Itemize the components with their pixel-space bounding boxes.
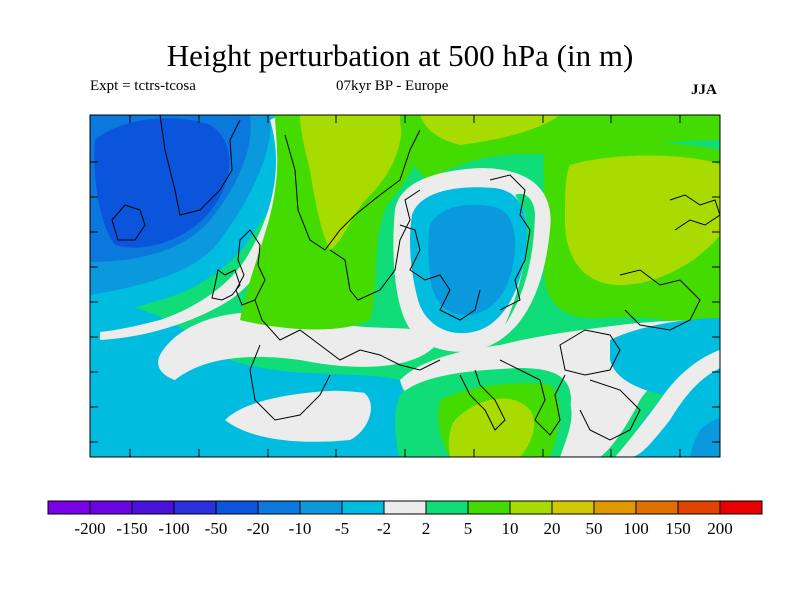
colorbar-tick-label: 20 <box>544 519 561 538</box>
coastline-british-isles <box>211 269 241 301</box>
coastline-europe-west <box>254 299 441 371</box>
colorbar-tick-label: -150 <box>116 519 147 538</box>
coastline-norway <box>284 129 421 251</box>
contour-fill-neg2to2-southwest <box>158 312 440 380</box>
colorbar-tick-label: -200 <box>74 519 105 538</box>
colorbar-labels: -200 -150 -100 -50 -20 -10 -5 -2 2 5 10 20 50 100 150 2… <box>74 519 732 538</box>
colorbar-swatch <box>551 500 595 515</box>
colorbar-swatch <box>299 500 343 515</box>
colorbar-tick-label: -5 <box>335 519 349 538</box>
colorbar-tick-label: -2 <box>377 519 391 538</box>
colorbar-swatch <box>47 500 91 515</box>
contour-fill-10to20-scandinavia <box>300 115 402 250</box>
colorbar-tick-label: -20 <box>247 519 270 538</box>
colorbar-tick-label: -100 <box>158 519 189 538</box>
map-ticks <box>90 115 720 457</box>
colorbar-tick-label: 2 <box>422 519 431 538</box>
contour-fields <box>90 115 720 457</box>
colorbar-swatch <box>383 500 427 515</box>
contour-fill-10to20-east <box>565 155 720 285</box>
coastline-greenland-edge <box>159 115 241 216</box>
colorbar-tick-label: 150 <box>665 519 691 538</box>
contour-fill-neg10to-5-southeast <box>690 418 720 457</box>
coastline-caspian-region <box>619 269 701 331</box>
coastline-iberia <box>249 344 331 421</box>
colorbar-swatch <box>341 500 385 515</box>
colorbar-swatch <box>257 500 301 515</box>
contour-fill-neg50to-20-atlantic <box>94 118 230 248</box>
colorbar-swatch <box>593 500 637 515</box>
colorbar-tick-label: -50 <box>205 519 228 538</box>
period-region-label: 07kyr BP - Europe <box>336 78 449 94</box>
colorbar-swatch <box>131 500 175 515</box>
coastline-sweden-baltic <box>329 189 421 301</box>
experiment-label: Expt = tctrs-tcosa <box>90 78 196 94</box>
contour-fill-neg5to-2-southwest <box>160 375 375 444</box>
contour-fill-neg2to2-southeast-channel <box>615 350 720 457</box>
colorbar-tick-label: 50 <box>586 519 603 538</box>
map-title: Height perturbation at 500 hPa (in m) <box>166 38 634 73</box>
colorbar-swatch <box>509 500 553 515</box>
coastline-greece-balkans <box>499 359 566 436</box>
coastline-white-sea <box>489 174 531 311</box>
colorbar-swatch <box>89 500 133 515</box>
colorbar <box>47 500 763 515</box>
colorbar-tick-label: -10 <box>289 519 312 538</box>
colorbar-swatch <box>719 500 763 515</box>
coastline-east-islands <box>669 194 720 231</box>
contour-fill-neg5to-2-southeast <box>610 318 720 457</box>
colorbar-tick-label: 200 <box>707 519 733 538</box>
colorbar-tick-label: 5 <box>464 519 473 538</box>
colorbar-swatch <box>467 500 511 515</box>
coastline-asia-minor <box>579 379 641 441</box>
coastline-iceland <box>111 204 146 241</box>
coastlines <box>111 115 720 441</box>
coastline-baltic-east <box>399 224 481 321</box>
colorbar-swatch <box>425 500 469 515</box>
colorbar-tick-label: 10 <box>502 519 519 538</box>
contour-fill-10to20-north <box>420 115 560 145</box>
colorbar-swatch <box>677 500 721 515</box>
contour-fill-neg10to-5-central <box>428 204 516 316</box>
coastline-italy <box>459 369 506 431</box>
colorbar-tick-label: 100 <box>623 519 649 538</box>
season-label: JJA <box>691 82 717 98</box>
colorbar-swatch <box>173 500 217 515</box>
colorbar-swatch <box>635 500 679 515</box>
colorbar-swatch <box>215 500 259 515</box>
coastline-black-sea <box>559 329 621 376</box>
contour-fill-10to20-italy-greece <box>448 398 535 457</box>
contour-fill-neg2to2-west-strip <box>100 115 296 340</box>
